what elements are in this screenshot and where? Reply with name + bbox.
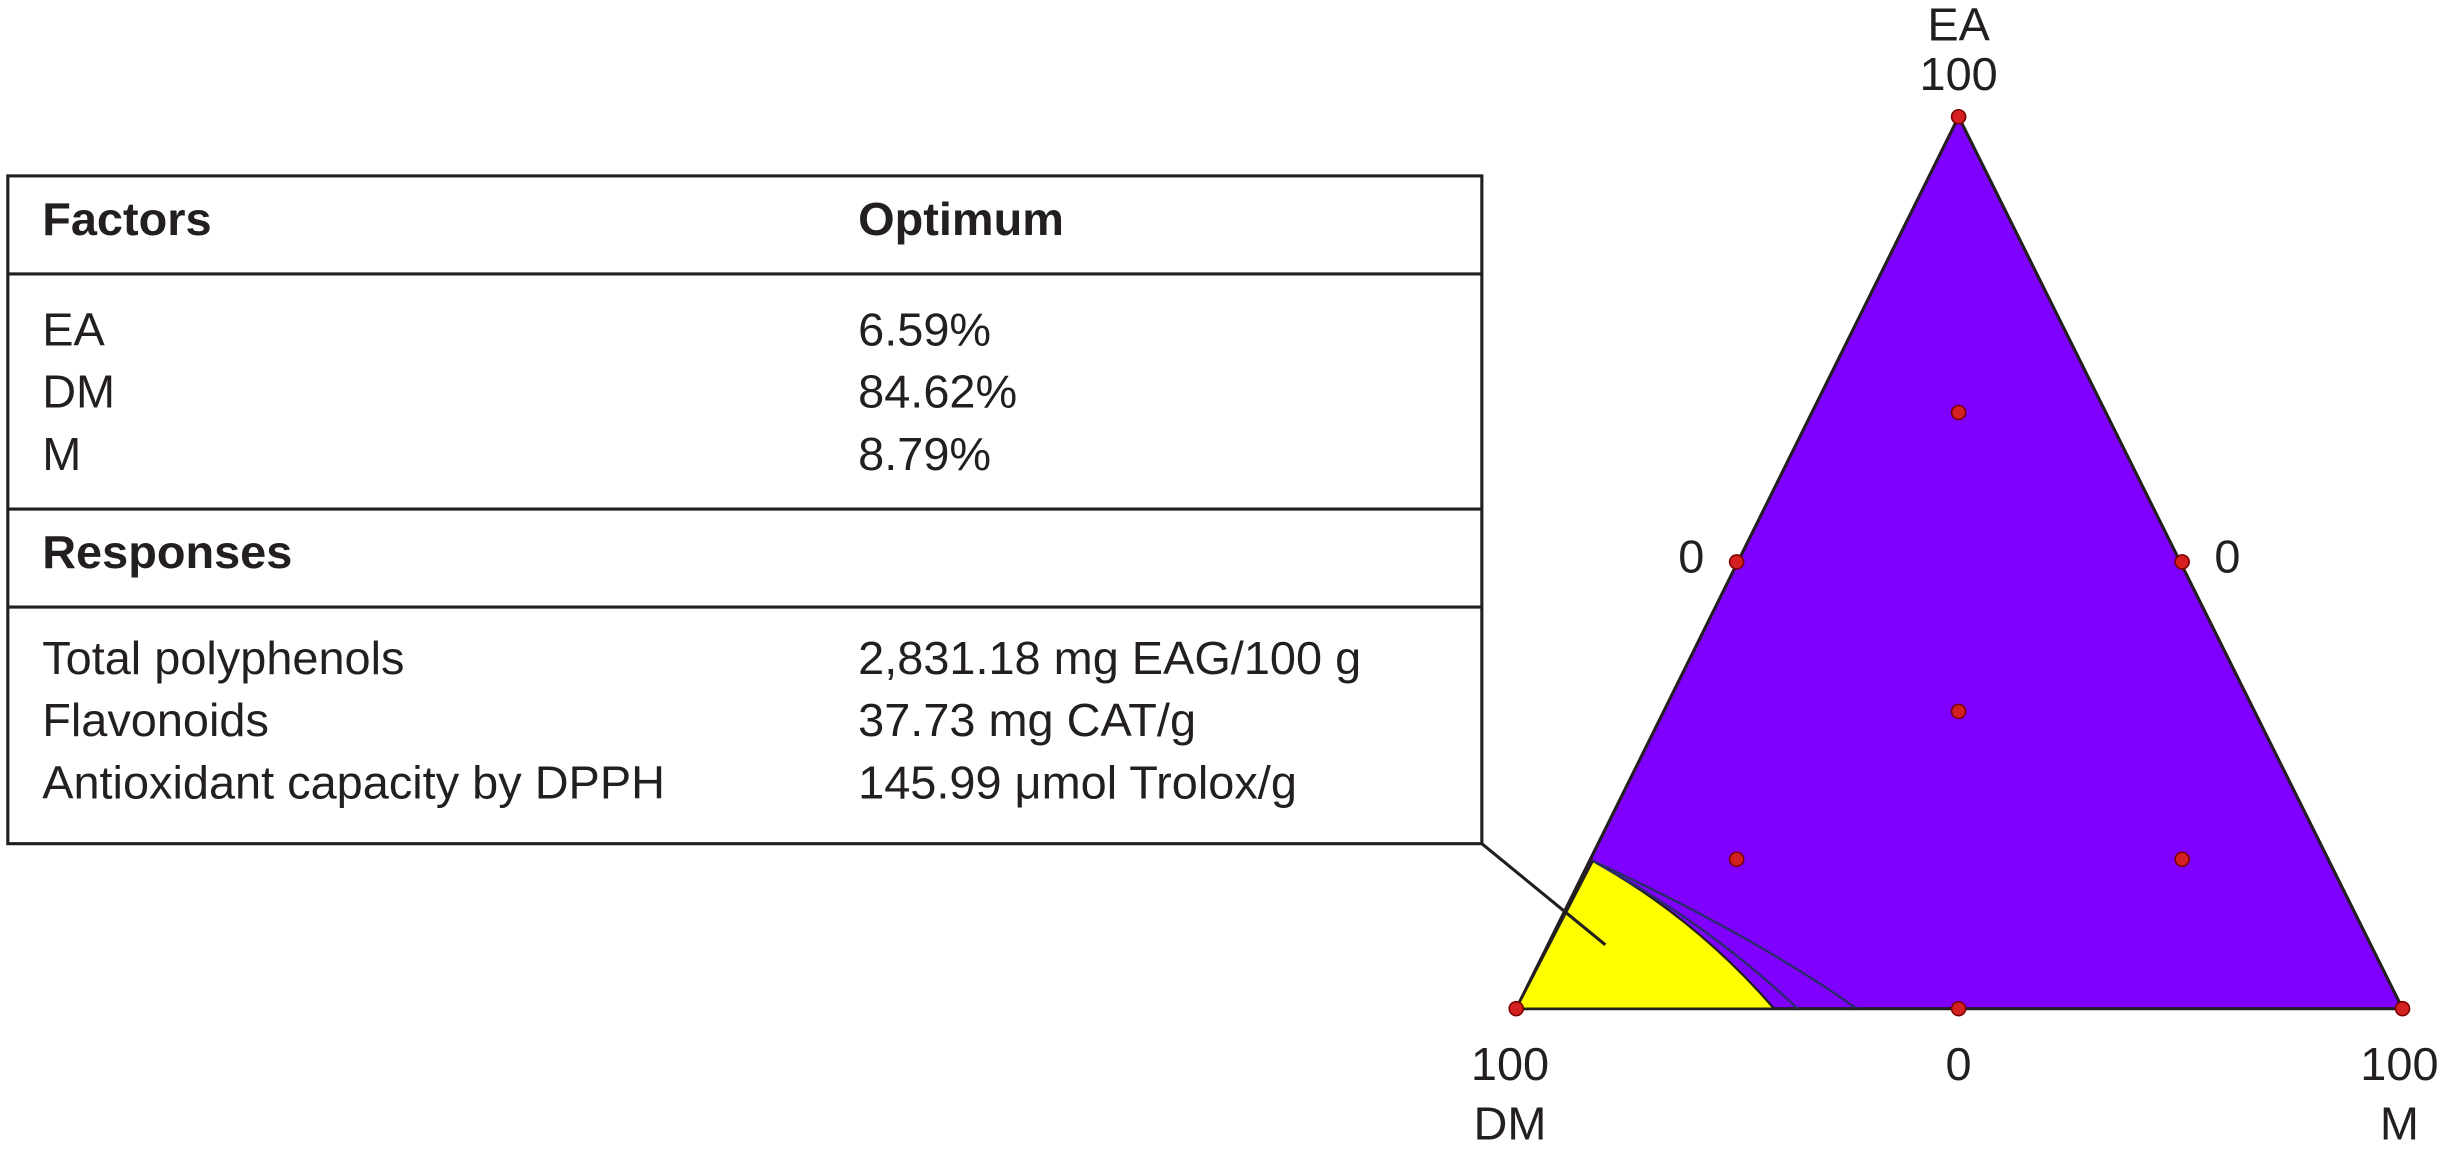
- edge-min: 0: [1678, 531, 1704, 583]
- design-point: [2174, 851, 2190, 868]
- contour-line: [1592, 859, 1799, 1010]
- design-point: [2394, 1000, 2411, 1017]
- response-name: Flavonoids: [42, 694, 269, 746]
- design-point: [1950, 703, 1967, 720]
- design-point: [1508, 1000, 1525, 1017]
- vertex-max: 100: [1919, 48, 1997, 100]
- design-point: [1728, 554, 1745, 570]
- response-value: 37.73 mg CAT/g: [858, 694, 1196, 746]
- vertex-name: EA: [1927, 0, 1990, 50]
- header-cell: Factors: [42, 193, 211, 245]
- section-header: Responses: [42, 526, 292, 578]
- factor-value: 6.59%: [858, 304, 991, 356]
- design-point: [1950, 108, 1967, 125]
- header-cell: Optimum: [858, 193, 1064, 245]
- vertex-max: 100: [2360, 1038, 2438, 1090]
- edge-min: 0: [1946, 1038, 1972, 1090]
- ternary-plot: EA 100 0 0 100 DM 0 100 M: [1471, 0, 2439, 1149]
- design-point: [1728, 851, 1745, 868]
- response-region: [1513, 113, 2406, 1011]
- contour-line: [1592, 859, 1858, 1010]
- factor-name: M: [42, 428, 81, 480]
- design-point: [2174, 554, 2190, 570]
- optimum-table: Factors Optimum EA 6.59% DM 84.62% M 8.7…: [6, 174, 1484, 846]
- response-value: 145.99 μmol Trolox/g: [858, 757, 1297, 809]
- vertex-name: M: [2380, 1097, 2419, 1149]
- callout-line: [1480, 842, 1607, 947]
- design-point: [1950, 404, 1967, 421]
- response-value: 2,831.18 mg EAG/100 g: [858, 632, 1361, 684]
- design-points: [1508, 108, 2411, 1017]
- vertex-name: DM: [1474, 1097, 1547, 1149]
- factor-value: 8.79%: [858, 428, 991, 480]
- vertex-max: 100: [1471, 1038, 1549, 1090]
- response-name: Total polyphenols: [42, 632, 404, 684]
- edge-min: 0: [2214, 531, 2240, 583]
- factor-name: DM: [42, 366, 115, 418]
- design-point: [1950, 1000, 1967, 1017]
- response-name: Antioxidant capacity by DPPH: [42, 757, 665, 809]
- factor-value: 84.62%: [858, 366, 1017, 418]
- factor-name: EA: [42, 304, 105, 356]
